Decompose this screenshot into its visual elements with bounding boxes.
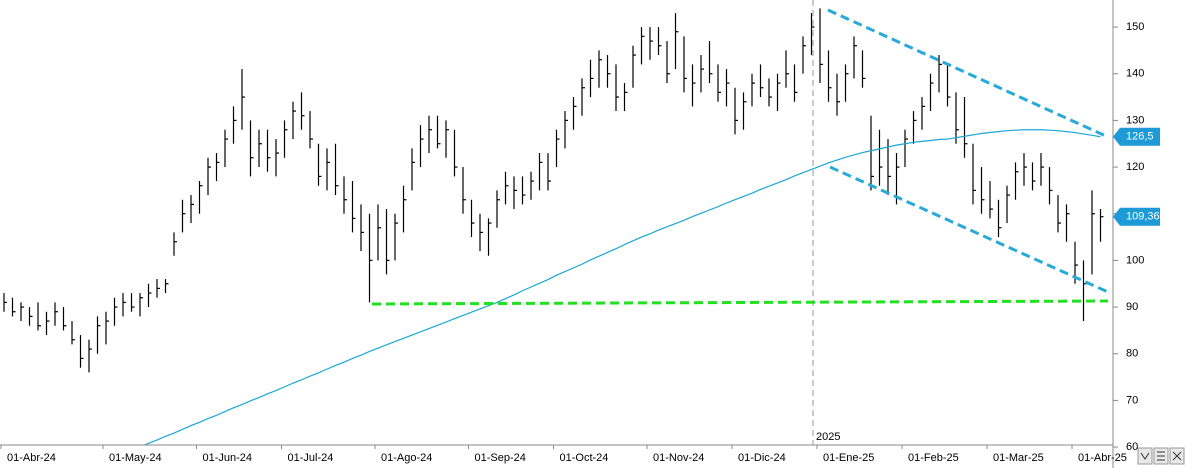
x-tick-label: 01-May-24 xyxy=(109,452,162,464)
price-marker-label: 126,5 xyxy=(1126,131,1154,143)
price-marker xyxy=(1113,207,1160,226)
plot xyxy=(3,8,1104,448)
price-marker xyxy=(1113,127,1160,146)
y-tick-label: 140 xyxy=(1126,68,1144,80)
x-axis-strip xyxy=(0,445,1187,468)
x-tick-label: 01-Nov-24 xyxy=(653,452,704,464)
trendline xyxy=(827,8,1109,139)
x-tick-label: 01-Jul-24 xyxy=(288,452,334,464)
y-tick-label: 80 xyxy=(1126,348,1138,360)
y-tick-label: 120 xyxy=(1126,161,1144,173)
x-tick-label: 01-Feb-25 xyxy=(908,452,959,464)
zoom-icon xyxy=(1157,451,1165,461)
y-tick-label: 130 xyxy=(1126,114,1144,126)
x-tick-label: 01-Abr-25 xyxy=(1078,452,1127,464)
price-marker-label: 109,36 xyxy=(1126,211,1160,223)
y-tick-label: 90 xyxy=(1126,301,1138,313)
x-tick-label: 01-Ene-25 xyxy=(823,452,874,464)
support-line xyxy=(371,299,1109,306)
year-label: 2025 xyxy=(816,431,840,443)
moving-average xyxy=(139,129,1101,448)
y-tick-label: 150 xyxy=(1126,21,1144,33)
x-tick-label: 01-Jun-24 xyxy=(203,452,253,464)
trendline xyxy=(829,165,1109,294)
x-tick-label: 01-Oct-24 xyxy=(560,452,609,464)
x-tick-label: 01-Mar-25 xyxy=(993,452,1044,464)
y-tick-label: 100 xyxy=(1126,254,1144,266)
y-tick-label: 60 xyxy=(1126,441,1138,453)
scroll-button[interactable] xyxy=(1137,447,1153,465)
settings-icon xyxy=(1172,451,1182,461)
x-tick-label: 01-Dic-24 xyxy=(738,452,786,464)
scroll-icon xyxy=(1140,452,1150,460)
x-tick-label: 01-Sep-24 xyxy=(475,452,526,464)
axes: 1501401301201101009080706001-Abr-2401-Ma… xyxy=(0,21,1160,464)
y-tick-label: 70 xyxy=(1126,394,1138,406)
x-tick-label: 01-Ago-24 xyxy=(381,452,432,464)
x-tick-label: 01-Abr-24 xyxy=(7,452,56,464)
